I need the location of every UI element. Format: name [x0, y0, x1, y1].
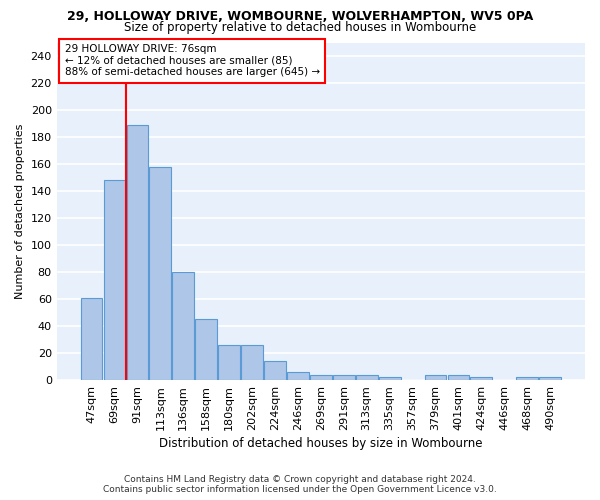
X-axis label: Distribution of detached houses by size in Wombourne: Distribution of detached houses by size …	[159, 437, 482, 450]
Text: Size of property relative to detached houses in Wombourne: Size of property relative to detached ho…	[124, 21, 476, 34]
Text: Contains public sector information licensed under the Open Government Licence v3: Contains public sector information licen…	[103, 485, 497, 494]
Bar	[104, 180, 125, 380]
Bar	[172, 272, 194, 380]
Text: 29, HOLLOWAY DRIVE, WOMBOURNE, WOLVERHAMPTON, WV5 0PA: 29, HOLLOWAY DRIVE, WOMBOURNE, WOLVERHAM…	[67, 10, 533, 23]
Text: Contains HM Land Registry data © Crown copyright and database right 2024.: Contains HM Land Registry data © Crown c…	[124, 475, 476, 484]
Bar	[356, 374, 377, 380]
Bar	[218, 345, 240, 380]
Bar	[425, 374, 446, 380]
Bar	[264, 361, 286, 380]
Bar	[539, 378, 561, 380]
Bar	[149, 166, 171, 380]
Bar	[310, 374, 332, 380]
Y-axis label: Number of detached properties: Number of detached properties	[15, 124, 25, 299]
Bar	[287, 372, 309, 380]
Bar	[379, 378, 401, 380]
Text: 29 HOLLOWAY DRIVE: 76sqm
← 12% of detached houses are smaller (85)
88% of semi-d: 29 HOLLOWAY DRIVE: 76sqm ← 12% of detach…	[65, 44, 320, 78]
Bar	[516, 378, 538, 380]
Bar	[196, 320, 217, 380]
Bar	[333, 374, 355, 380]
Bar	[241, 345, 263, 380]
Bar	[448, 374, 469, 380]
Bar	[470, 378, 492, 380]
Bar	[127, 125, 148, 380]
Bar	[80, 298, 103, 380]
